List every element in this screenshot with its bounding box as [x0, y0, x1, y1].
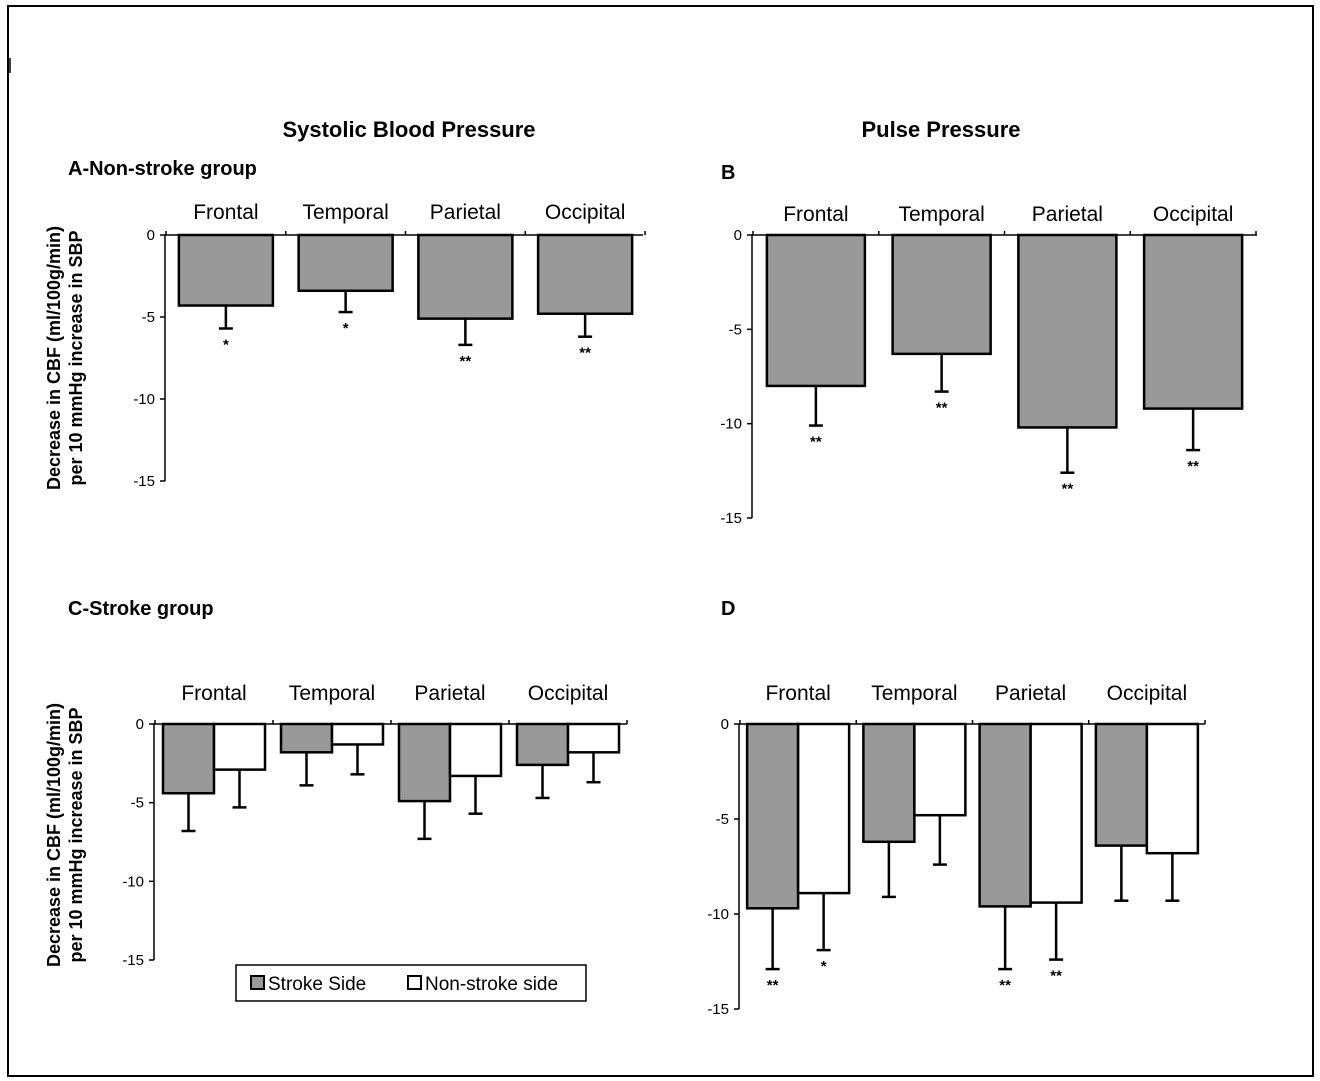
panel-c-bar-nonstroke-temporal — [330, 722, 385, 746]
panel-b-ytick-label-3: -15 — [720, 510, 742, 527]
panel-c-bar-stroke-temporal — [279, 722, 334, 754]
panel-c-category-parietal: Parietal — [414, 682, 485, 705]
panel-c-bar-stroke-parietal — [397, 722, 452, 803]
panel-d-bar-stroke-temporal — [862, 722, 916, 844]
panel-a-significance-parietal: ** — [460, 353, 472, 370]
panel-b-bar-parietal — [1017, 233, 1118, 429]
panel-b-significance-temporal: ** — [936, 400, 948, 417]
panel-d-ytick-label-0: 0 — [721, 716, 729, 733]
panel-b-category-frontal: Frontal — [783, 203, 848, 226]
panel-a-ytick-label-3: -15 — [133, 473, 155, 490]
legend-label-stroke: Stroke Side — [268, 974, 366, 995]
legend-label-nonstroke: Non-stroke side — [425, 974, 558, 995]
panel-d-ytick-label-1: -5 — [716, 811, 729, 828]
panel-c-ytick-label-0: 0 — [136, 716, 144, 733]
panel-d-bar-nonstroke-frontal — [796, 722, 851, 895]
panel-d-bar-nonstroke-parietal — [1029, 722, 1083, 904]
panel-d-bar-stroke-occipital — [1094, 722, 1149, 847]
panel-a-ytick-label-0: 0 — [147, 227, 155, 244]
panel-d-category-temporal: Temporal — [871, 682, 957, 705]
panel-b-category-occipital: Occipital — [1153, 203, 1234, 226]
panel-c-ytick-label-2: -10 — [122, 873, 144, 890]
panel-b-chart: B 0 -5 -10 -15 Frontal ** Temporal ** Parietal ** O… — [720, 162, 1257, 527]
panel-a-ytick-label-1: -5 — [142, 309, 155, 326]
legend-swatch-stroke — [250, 975, 265, 990]
panel-d-bar-stroke-frontal — [745, 722, 800, 910]
panel-b-bar-temporal — [891, 233, 992, 356]
panel-a-category-temporal: Temporal — [302, 201, 388, 224]
panel-c-ylabel-line-1: Decrease in CBF (ml/100g/min) — [44, 703, 64, 967]
panel-b-category-temporal: Temporal — [898, 203, 984, 226]
panel-a-significance-frontal: * — [223, 336, 229, 353]
panel-a-significance-occipital: ** — [579, 345, 591, 362]
panel-b-ytick-label-0: 0 — [734, 227, 742, 244]
panel-a-chart: A-Non-stroke group Decrease in CBF (ml/10… — [44, 158, 646, 490]
panel-a-significance-temporal: * — [343, 320, 349, 337]
figure-border — [7, 5, 1314, 1077]
panel-a-label: A-Non-stroke group — [68, 158, 257, 180]
panel-d-bar-nonstroke-temporal — [913, 722, 967, 817]
legend: Stroke Side Non-stroke side — [235, 964, 587, 1002]
panel-a-ytick-label-2: -10 — [133, 391, 155, 408]
panel-b-ytick-label-1: -5 — [729, 321, 742, 338]
panel-b-significance-parietal: ** — [1062, 481, 1074, 498]
panel-d-significance-stroke-parietal: ** — [999, 977, 1011, 994]
panel-d-significance-stroke-frontal: ** — [767, 977, 779, 994]
panel-b-bar-occipital — [1142, 233, 1244, 410]
panel-d-significance-nonstroke-parietal: ** — [1050, 968, 1062, 985]
panel-d-ytick-label-3: -15 — [707, 1001, 729, 1018]
panel-c-chart: C-Stroke group Decrease in CBF (ml/100g/m… — [44, 598, 628, 969]
panel-c-category-occipital: Occipital — [528, 682, 609, 705]
panel-c-label: C-Stroke group — [68, 598, 214, 620]
panel-b-label: B — [721, 162, 735, 184]
panel-d-category-occipital: Occipital — [1107, 682, 1188, 705]
panel-c-bar-stroke-occipital — [515, 722, 570, 767]
panel-a-bar-parietal — [417, 233, 514, 320]
panel-d-ytick-label-2: -10 — [707, 906, 729, 923]
panel-b-significance-occipital: ** — [1187, 458, 1199, 475]
panel-a-category-parietal: Parietal — [430, 201, 501, 224]
panel-c-ytick-label-1: -5 — [131, 795, 144, 812]
panel-a-ylabel-line-2: per 10 mmHg increase in SBP — [66, 230, 86, 485]
panel-d-category-frontal: Frontal — [765, 682, 830, 705]
header-systolic: Systolic Blood Pressure — [282, 117, 535, 142]
panel-b-bar-frontal — [765, 233, 867, 388]
header-pulse: Pulse Pressure — [862, 117, 1021, 142]
panel-c-category-frontal: Frontal — [181, 682, 246, 705]
panel-c-ytick-label-3: -15 — [122, 952, 144, 969]
panel-c-bar-stroke-frontal — [161, 722, 216, 795]
panel-b-category-parietal: Parietal — [1032, 203, 1103, 226]
legend-swatch-nonstroke — [407, 975, 422, 990]
panel-a-category-frontal: Frontal — [193, 201, 258, 224]
panel-c-bar-nonstroke-occipital — [566, 722, 621, 754]
panel-d-bar-stroke-parietal — [978, 722, 1032, 908]
panel-d-significance-nonstroke-frontal: * — [821, 958, 827, 975]
panel-d-label: D — [721, 598, 735, 620]
panel-a-bar-temporal — [297, 233, 394, 293]
panel-d-bar-nonstroke-occipital — [1145, 722, 1200, 855]
panel-c-ylabel-line-2: per 10 mmHg increase in SBP — [66, 707, 86, 962]
panel-b-ytick-label-2: -10 — [720, 416, 742, 433]
panel-a-ylabel-line-1: Decrease in CBF (ml/100g/min) — [44, 226, 64, 490]
panel-a-category-occipital: Occipital — [545, 201, 626, 224]
panel-c-category-temporal: Temporal — [289, 682, 375, 705]
panel-d-category-parietal: Parietal — [995, 682, 1066, 705]
panel-c-bar-nonstroke-frontal — [212, 722, 267, 771]
panel-c-bar-nonstroke-parietal — [448, 722, 503, 778]
panel-a-bar-occipital — [536, 233, 634, 315]
panel-a-bar-frontal — [177, 233, 275, 307]
panel-b-significance-frontal: ** — [810, 434, 822, 451]
